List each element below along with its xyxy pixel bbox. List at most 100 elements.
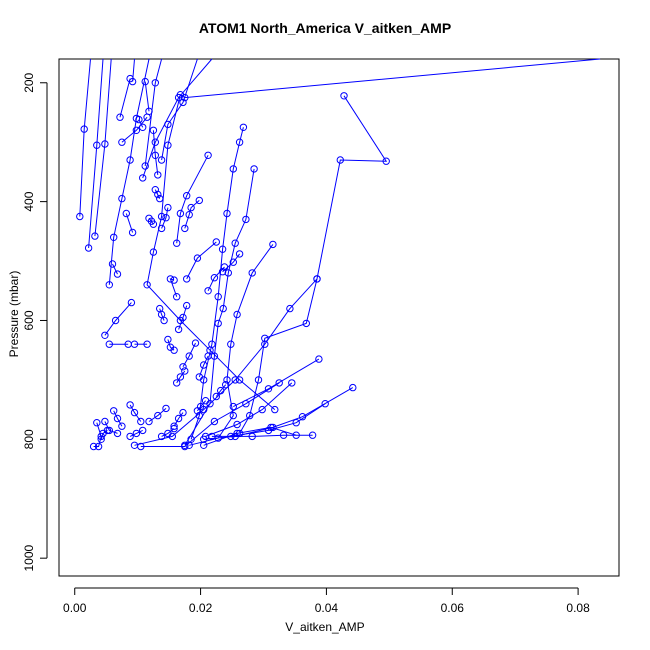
profile-line <box>140 382 280 447</box>
profile-line <box>152 130 159 175</box>
data-point <box>275 379 283 387</box>
profile-series <box>208 431 317 441</box>
profile-line <box>176 155 209 244</box>
x-tick-label: 0.04 <box>315 601 339 615</box>
data-point <box>101 417 109 426</box>
series-layer <box>76 58 601 451</box>
data-point <box>229 165 238 173</box>
data-point <box>223 376 231 384</box>
profile-series <box>201 379 296 441</box>
data-point <box>101 331 109 339</box>
data-point <box>139 123 147 132</box>
profile-line <box>148 217 154 225</box>
data-point <box>200 361 208 369</box>
data-point <box>127 298 136 307</box>
data-point <box>149 220 158 228</box>
data-point <box>101 140 109 148</box>
profile-line <box>94 58 112 237</box>
profile-series <box>101 417 122 438</box>
profile-line <box>144 81 150 112</box>
profile-series <box>195 352 212 381</box>
data-point <box>313 275 321 283</box>
data-point <box>145 417 153 426</box>
profile-series <box>173 367 189 387</box>
data-point <box>105 426 114 435</box>
data-point <box>132 126 141 135</box>
y-tick-label: 800 <box>22 429 36 449</box>
profile-series <box>108 260 122 278</box>
profile-line <box>159 308 165 321</box>
profile-line <box>88 58 104 249</box>
plot-frame <box>58 58 620 577</box>
data-point <box>212 392 221 401</box>
data-point <box>141 162 149 170</box>
data-point <box>162 404 170 413</box>
data-point <box>151 186 160 194</box>
data-point <box>223 209 231 218</box>
profile-line <box>178 305 188 330</box>
data-point <box>151 151 160 160</box>
data-point <box>151 138 160 146</box>
profile-series <box>76 58 91 221</box>
data-point <box>195 196 204 205</box>
data-point <box>210 274 219 282</box>
profile-series <box>164 335 178 354</box>
data-point <box>145 214 153 223</box>
data-point <box>195 373 204 381</box>
data-point <box>242 215 250 224</box>
profile-line <box>169 278 178 297</box>
x-tick-label: 0.08 <box>566 601 590 615</box>
data-point <box>157 224 166 233</box>
data-point <box>179 408 187 417</box>
y-axis-label: Pressure (mbar) <box>7 270 21 358</box>
data-point <box>105 281 114 289</box>
data-point <box>166 275 175 283</box>
profile-series <box>170 408 187 430</box>
profile-series <box>179 339 200 371</box>
profile-series <box>193 397 210 415</box>
data-point <box>185 352 193 360</box>
data-point <box>173 239 181 247</box>
profile-series <box>141 77 153 116</box>
data-point <box>218 245 227 253</box>
data-point <box>179 98 187 107</box>
data-point <box>214 319 222 328</box>
data-point <box>229 258 238 266</box>
y-tick-label: 1000 <box>22 545 36 572</box>
data-point <box>170 424 178 433</box>
data-point <box>239 123 248 132</box>
profile-series <box>137 379 283 451</box>
y-tick-label: 200 <box>22 72 36 92</box>
data-point <box>210 417 219 426</box>
data-point <box>201 397 210 405</box>
profile-line <box>134 95 388 446</box>
profile-line <box>119 78 131 118</box>
data-point <box>164 203 172 212</box>
data-point <box>349 383 357 392</box>
profile-series <box>200 423 300 449</box>
profile-line <box>230 403 326 437</box>
profile-series <box>174 301 191 334</box>
profile-series <box>116 74 134 121</box>
data-point <box>170 422 178 430</box>
data-point <box>292 419 300 427</box>
data-point <box>89 442 98 451</box>
profile-series <box>91 58 112 240</box>
profile-series <box>183 238 221 283</box>
profile-series <box>151 186 164 203</box>
profile-series <box>84 58 104 252</box>
data-point <box>227 340 235 348</box>
profile-line <box>104 302 132 336</box>
profile-series <box>126 426 147 441</box>
data-point <box>113 270 122 278</box>
profile-line <box>93 422 102 447</box>
data-point <box>254 376 263 384</box>
data-point <box>204 287 212 295</box>
data-point <box>149 126 158 135</box>
profile-series <box>156 304 168 325</box>
profile-line <box>215 384 227 397</box>
data-point <box>224 269 233 277</box>
data-point <box>93 419 101 427</box>
data-point <box>321 400 329 408</box>
